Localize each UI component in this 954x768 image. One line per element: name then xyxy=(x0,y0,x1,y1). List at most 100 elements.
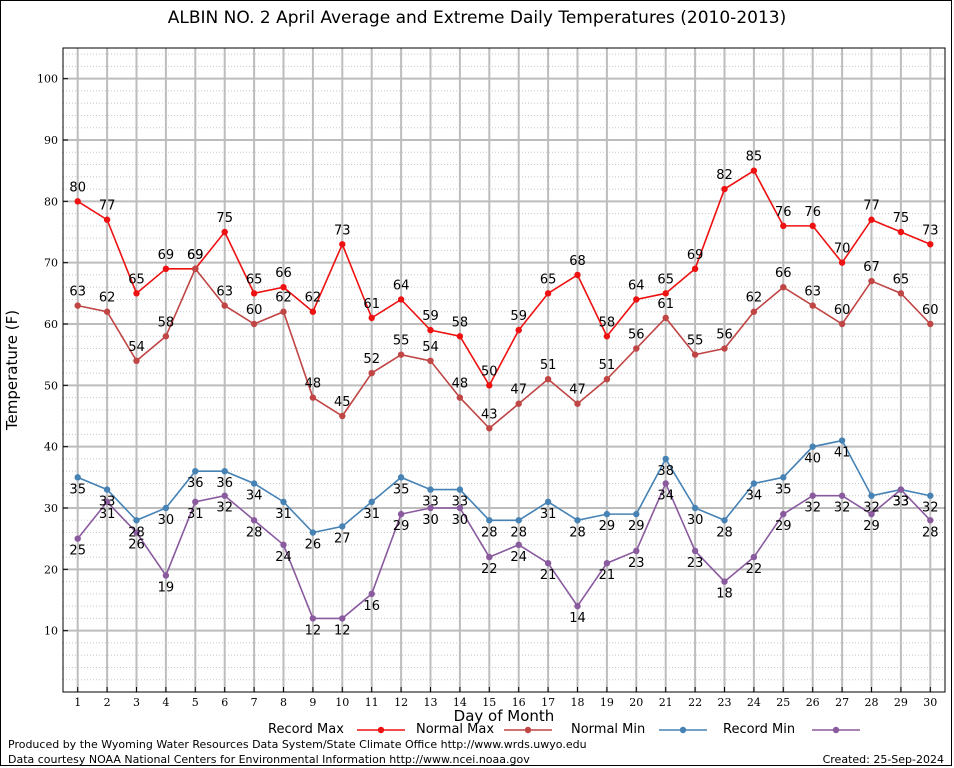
data-label: 48 xyxy=(452,377,469,392)
data-label: 62 xyxy=(746,291,763,306)
data-point xyxy=(133,517,140,524)
data-point xyxy=(750,480,758,487)
x-tick-label: 3 xyxy=(133,696,140,709)
data-point xyxy=(721,345,728,352)
data-point xyxy=(603,333,611,340)
data-label: 31 xyxy=(540,507,557,522)
data-label: 54 xyxy=(128,340,145,355)
x-tick-label: 12 xyxy=(394,696,408,709)
x-tick-label: 1 xyxy=(74,696,81,709)
data-label: 34 xyxy=(657,488,674,503)
data-label: 33 xyxy=(893,495,910,510)
data-point xyxy=(603,510,611,518)
data-label: 28 xyxy=(716,525,733,540)
y-axis-label: Temperature (F) xyxy=(3,310,21,431)
data-point xyxy=(486,425,493,432)
data-label: 40 xyxy=(804,452,821,467)
data-label: 47 xyxy=(510,383,527,398)
data-label: 77 xyxy=(863,199,880,214)
series-line xyxy=(77,267,931,430)
x-tick-label: 29 xyxy=(894,696,908,709)
data-point xyxy=(103,498,111,506)
data-point xyxy=(456,394,464,401)
data-label: 55 xyxy=(687,334,704,349)
data-point xyxy=(838,320,846,328)
data-label: 54 xyxy=(422,340,439,355)
data-point xyxy=(221,302,228,309)
x-tick-label: 25 xyxy=(776,696,790,709)
data-label: 28 xyxy=(128,525,145,540)
data-label: 33 xyxy=(893,495,910,510)
data-label: 36 xyxy=(216,476,233,491)
x-tick-label: 28 xyxy=(865,696,879,709)
data-point xyxy=(221,492,228,499)
data-point xyxy=(368,314,375,322)
y-tick-label: 90 xyxy=(44,134,58,147)
y-tick-label: 50 xyxy=(44,379,58,392)
data-label: 62 xyxy=(275,291,292,306)
data-point xyxy=(133,290,140,297)
data-point xyxy=(691,547,699,555)
data-point xyxy=(309,394,317,401)
data-point xyxy=(574,271,581,279)
y-tick-label: 60 xyxy=(44,318,58,331)
data-label: 65 xyxy=(128,272,145,287)
data-point xyxy=(192,498,199,506)
data-point xyxy=(780,284,787,291)
x-tick-label: 9 xyxy=(309,696,316,709)
data-point xyxy=(544,290,552,297)
data-label: 31 xyxy=(275,507,292,522)
data-point xyxy=(750,308,758,315)
legend-label: Record Min xyxy=(723,722,796,737)
data-point xyxy=(162,572,170,579)
data-label: 60 xyxy=(834,303,851,318)
data-point xyxy=(250,517,258,524)
data-label: 30 xyxy=(158,513,175,528)
data-label: 63 xyxy=(216,285,233,300)
data-point xyxy=(927,517,934,524)
data-point xyxy=(133,357,140,364)
plot-area xyxy=(62,47,946,693)
y-tick-label: 100 xyxy=(37,73,58,86)
data-point xyxy=(133,529,140,536)
data-label: 50 xyxy=(481,364,498,379)
data-label: 28 xyxy=(246,525,263,540)
data-point xyxy=(633,510,640,518)
data-label: 75 xyxy=(216,211,233,226)
data-point xyxy=(780,510,787,518)
series-line xyxy=(77,169,931,387)
data-label: 62 xyxy=(305,291,322,306)
data-point xyxy=(427,357,434,364)
data-label: 68 xyxy=(569,254,586,269)
data-label: 51 xyxy=(599,358,616,373)
data-label: 26 xyxy=(128,538,145,553)
data-point xyxy=(515,326,522,334)
data-label: 28 xyxy=(569,525,586,540)
legend-label: Record Max xyxy=(268,722,344,737)
data-point xyxy=(162,333,170,340)
data-point xyxy=(397,296,405,303)
data-point xyxy=(280,541,287,548)
x-tick-label: 5 xyxy=(192,696,199,709)
x-tick-label: 24 xyxy=(747,696,761,709)
data-label: 33 xyxy=(452,495,469,510)
data-point xyxy=(162,265,170,272)
x-tick-label: 4 xyxy=(162,696,169,709)
data-point xyxy=(368,369,375,377)
data-point xyxy=(192,265,199,272)
data-point xyxy=(427,504,434,512)
data-label: 22 xyxy=(481,562,498,577)
footer-data-courtesy: Data courtesy NOAA National Centers for … xyxy=(8,753,530,766)
data-label: 59 xyxy=(510,309,527,324)
data-point xyxy=(162,504,170,512)
data-point xyxy=(397,474,405,481)
data-label: 24 xyxy=(275,550,292,565)
data-point xyxy=(662,480,669,487)
data-label: 32 xyxy=(804,501,821,516)
data-point xyxy=(486,553,493,561)
data-label: 28 xyxy=(922,525,939,540)
data-label: 33 xyxy=(422,495,439,510)
data-point xyxy=(662,455,669,463)
data-label: 73 xyxy=(922,223,939,238)
